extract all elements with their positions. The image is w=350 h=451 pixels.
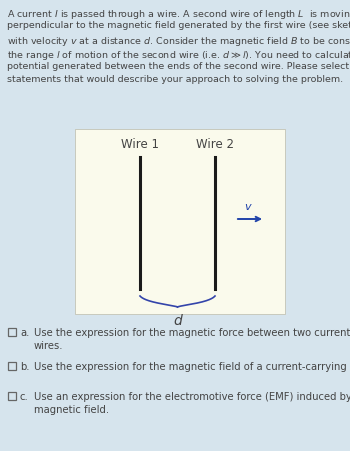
Text: potential generated between the ends of the second wire. Please select: potential generated between the ends of … [7, 62, 349, 71]
Text: perpendicular to the magnetic field generated by the first wire (see sketch belo: perpendicular to the magnetic field gene… [7, 22, 350, 30]
Bar [75, 130, 285, 314]
Text: A current $I$ is passed through a wire. A second wire of length $L$  is moving: A current $I$ is passed through a wire. … [7, 8, 350, 21]
Bar [8, 328, 16, 336]
Text: Wire 2: Wire 2 [196, 138, 234, 151]
Bar [8, 362, 16, 370]
Text: v: v [245, 202, 251, 212]
Text: Wire 1: Wire 1 [121, 138, 159, 151]
Text: magnetic field.: magnetic field. [34, 404, 109, 414]
Text: b.: b. [20, 361, 29, 371]
Text: wires.: wires. [34, 340, 63, 350]
Text: Use the expression for the magnetic field of a current-carrying wire.: Use the expression for the magnetic fiel… [34, 361, 350, 371]
Text: c.: c. [20, 391, 29, 401]
Text: statements that would describe your approach to solving the problem.: statements that would describe your appr… [7, 75, 343, 84]
Text: d: d [173, 313, 182, 327]
Text: with velocity $v$ at a distance $d$. Consider the magnetic field $B$ to be const: with velocity $v$ at a distance $d$. Con… [7, 35, 350, 48]
Bar [8, 392, 16, 400]
Text: a.: a. [20, 327, 29, 337]
Text: the range $l$ of motion of the second wire (i.e. $d \gg l$). You need to calcula: the range $l$ of motion of the second wi… [7, 48, 350, 61]
Text: Use an expression for the electromotive force (EMF) induced by the: Use an expression for the electromotive … [34, 391, 350, 401]
Text: Use the expression for the magnetic force between two current-carrying: Use the expression for the magnetic forc… [34, 327, 350, 337]
